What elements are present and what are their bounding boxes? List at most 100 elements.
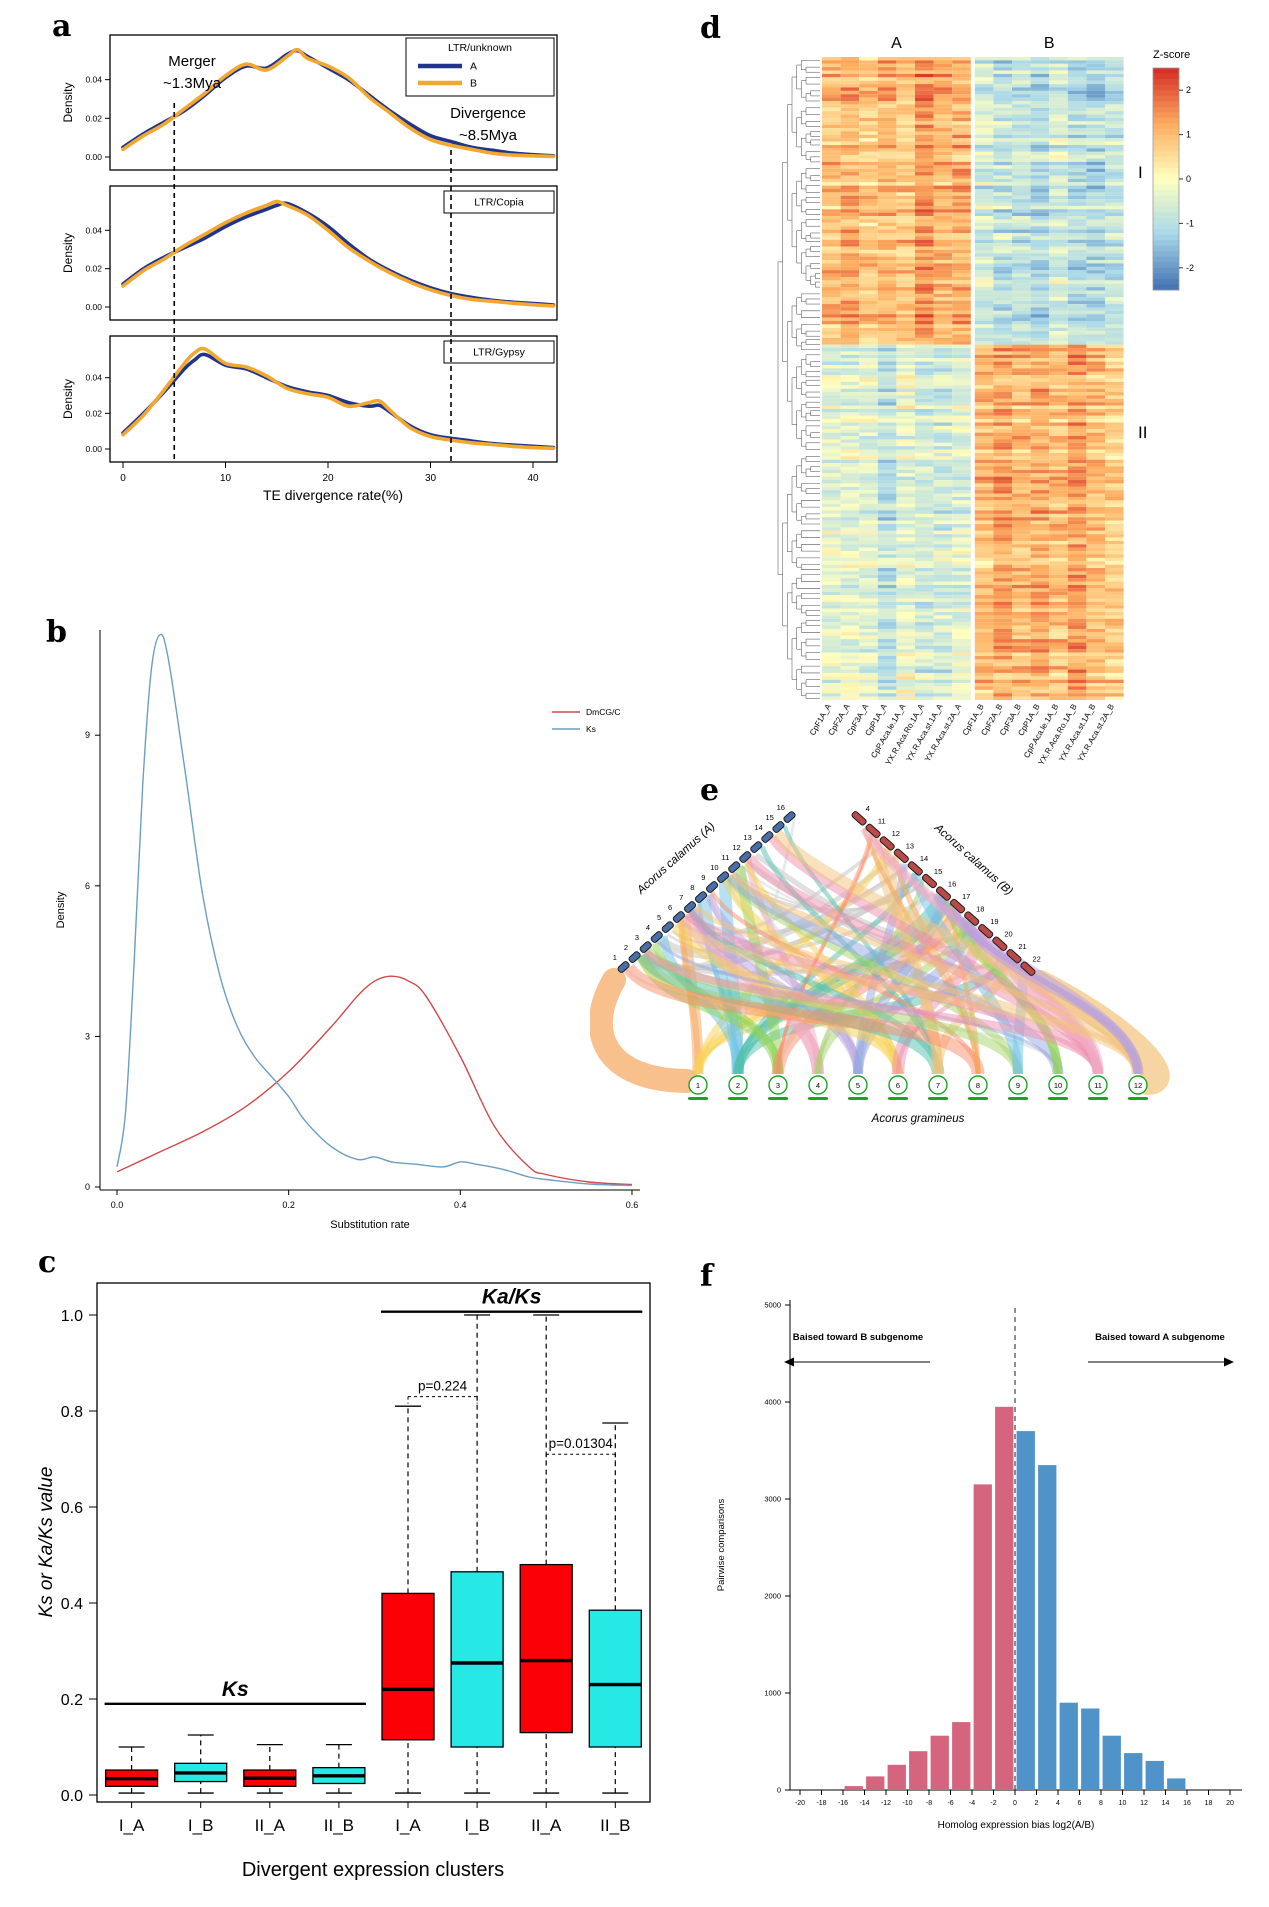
panel-a-label: a <box>52 9 72 44</box>
svg-text:20: 20 <box>322 473 334 484</box>
svg-text:0: 0 <box>777 1786 781 1795</box>
svg-text:I_B: I_B <box>464 1816 490 1835</box>
svg-text:p=0.01304: p=0.01304 <box>549 1436 614 1451</box>
boxplot-I_A-1: I_A <box>104 1746 159 1835</box>
svg-text:0.02: 0.02 <box>85 408 102 418</box>
svg-text:Baised toward B subgenome: Baised toward B subgenome <box>793 1332 923 1343</box>
svg-text:DmCG/C: DmCG/C <box>586 707 620 717</box>
panel-b-label: b <box>46 615 67 650</box>
bars <box>844 1406 1186 1790</box>
svg-text:13: 13 <box>743 833 751 842</box>
svg-text:I: I <box>1138 163 1143 182</box>
panel-b-substitution-rate-density: 0 3 6 9 0.0 0.2 0.4 0.6 Density Substitution rate… <box>55 630 640 1231</box>
svg-text:B: B <box>1044 35 1055 52</box>
group-label-Ka/Ks: Ka/Ks <box>381 1286 643 1313</box>
svg-text:6: 6 <box>668 903 672 912</box>
svg-text:Ka/Ks: Ka/Ks <box>482 1286 542 1309</box>
svg-text:0.00: 0.00 <box>85 152 102 162</box>
density-subplot-LTR/Gypsy: 0.00 0.02 0.04 Density <box>61 335 558 463</box>
svg-text:II_B: II_B <box>324 1816 354 1835</box>
svg-text:6: 6 <box>1078 1800 1082 1807</box>
legend-LTR/Copia: LTR/Copia <box>443 190 555 214</box>
svg-text:I_B: I_B <box>188 1816 214 1835</box>
svg-text:Z-score: Z-score <box>1153 49 1190 61</box>
p-value-2: p=0.01304 <box>545 1436 616 1462</box>
svg-text:20: 20 <box>1004 929 1012 938</box>
svg-text:Density: Density <box>55 891 67 928</box>
legend-LTR/Gypsy: LTR/Gypsy <box>443 340 555 364</box>
svg-text:2000: 2000 <box>764 1592 781 1601</box>
svg-text:A: A <box>891 35 902 52</box>
svg-text:Pairwise comparisons: Pairwise comparisons <box>716 1499 727 1592</box>
p-value-1: p=0.224 <box>407 1379 478 1404</box>
svg-text:3000: 3000 <box>764 1495 781 1504</box>
svg-text:16: 16 <box>1183 1800 1191 1807</box>
svg-text:A: A <box>470 61 477 73</box>
svg-text:12: 12 <box>732 843 740 852</box>
svg-text:6: 6 <box>85 881 90 891</box>
svg-text:4000: 4000 <box>764 1398 781 1407</box>
x-axis-title: Divergent expression clusters <box>242 1859 504 1881</box>
svg-text:LTR/Gypsy: LTR/Gypsy <box>473 347 525 359</box>
svg-text:-18: -18 <box>816 1800 826 1807</box>
axes: 0 3 6 9 0.0 0.2 0.4 0.6 Density Substitution rate <box>55 630 640 1231</box>
svg-text:II_B: II_B <box>600 1816 630 1835</box>
svg-text:11: 11 <box>878 817 886 826</box>
svg-text:2: 2 <box>736 1081 740 1090</box>
svg-text:7: 7 <box>936 1081 940 1090</box>
cluster-labels: III <box>1138 163 1147 442</box>
svg-text:LTR/Copia: LTR/Copia <box>474 197 524 209</box>
svg-text:3: 3 <box>85 1031 90 1041</box>
svg-text:0.04: 0.04 <box>85 373 102 383</box>
svg-text:40: 40 <box>527 473 539 484</box>
curve-DmCG/C <box>116 975 633 1186</box>
legend: DmCG/C Ks <box>552 707 620 734</box>
boxplot-I_B-2: I_B <box>174 1734 228 1835</box>
svg-text:0.02: 0.02 <box>85 113 102 123</box>
svg-text:1: 1 <box>696 1081 700 1090</box>
svg-text:0.2: 0.2 <box>282 1200 295 1210</box>
svg-text:20: 20 <box>1226 1800 1234 1807</box>
boxplot-II_A-7: II_A <box>519 1314 573 1835</box>
panel-f-label: f <box>700 1259 713 1294</box>
svg-text:14: 14 <box>920 854 928 863</box>
svg-text:Divergent expression clusters: Divergent expression clusters <box>242 1859 504 1881</box>
svg-text:16: 16 <box>777 803 785 812</box>
svg-text:16: 16 <box>948 879 956 888</box>
svg-text:~8.5Mya: ~8.5Mya <box>459 127 518 144</box>
svg-text:Ks: Ks <box>222 1678 249 1701</box>
svg-text:0.04: 0.04 <box>85 225 102 235</box>
svg-text:0: 0 <box>1013 1800 1017 1807</box>
panel-d-expression-heatmap: A BIIIZ-score210-1-2CpF1A_ACpF2A_ACpF3A_A… <box>777 35 1194 767</box>
svg-text:3: 3 <box>635 933 639 942</box>
svg-text:-10: -10 <box>902 1800 912 1807</box>
svg-text:14: 14 <box>754 823 762 832</box>
colorbar: Z-score 2 1 0 -1 -2 <box>1152 49 1194 291</box>
svg-text:2: 2 <box>1035 1800 1039 1807</box>
svg-text:18: 18 <box>976 904 984 913</box>
legend-ltr-unknown: LTR/unknown AB <box>405 37 555 97</box>
svg-text:15: 15 <box>934 867 942 876</box>
svg-text:18: 18 <box>1205 1800 1213 1807</box>
panel-a-te-divergence-density: 0.000.020.04Density0.000.020.04Density0.… <box>61 34 558 503</box>
svg-text:10: 10 <box>1054 1081 1062 1090</box>
svg-text:3: 3 <box>776 1081 780 1090</box>
boxplot-II_B-4: II_B <box>312 1743 366 1835</box>
svg-text:II_A: II_A <box>255 1816 286 1835</box>
svg-text:4: 4 <box>816 1081 820 1090</box>
svg-text:I_A: I_A <box>119 1816 145 1835</box>
svg-text:-20: -20 <box>795 1800 805 1807</box>
svg-text:0.4: 0.4 <box>454 1200 467 1210</box>
svg-text:-2: -2 <box>1186 263 1194 273</box>
svg-text:10: 10 <box>710 863 718 872</box>
svg-text:0.2: 0.2 <box>61 1692 83 1709</box>
svg-text:8: 8 <box>976 1081 980 1090</box>
svg-text:11: 11 <box>722 853 730 862</box>
panel-c-label: c <box>38 1245 57 1280</box>
svg-text:-1: -1 <box>1186 218 1194 228</box>
svg-text:4: 4 <box>866 804 870 813</box>
svg-text:8: 8 <box>1099 1800 1103 1807</box>
heatmap-cells <box>822 57 1124 701</box>
svg-text:1000: 1000 <box>764 1689 781 1698</box>
